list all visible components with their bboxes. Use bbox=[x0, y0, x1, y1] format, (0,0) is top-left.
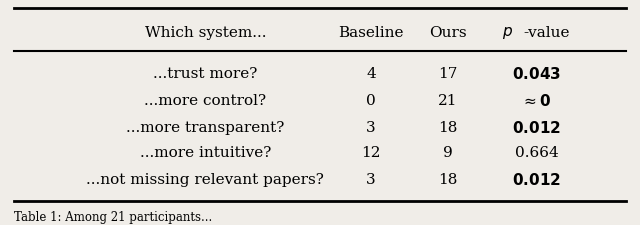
Text: ...more intuitive?: ...more intuitive? bbox=[140, 146, 271, 160]
Text: Which system...: Which system... bbox=[145, 25, 266, 40]
Text: $\mathbf{0.012}$: $\mathbf{0.012}$ bbox=[512, 172, 561, 188]
Text: $p$: $p$ bbox=[502, 25, 513, 40]
Text: 17: 17 bbox=[438, 67, 457, 81]
Text: Table 1: Among 21 participants...: Table 1: Among 21 participants... bbox=[14, 211, 212, 224]
Text: $\approx\mathbf{0}$: $\approx\mathbf{0}$ bbox=[522, 93, 552, 109]
Text: 3: 3 bbox=[366, 121, 376, 135]
Text: 3: 3 bbox=[366, 173, 376, 187]
Text: Baseline: Baseline bbox=[338, 25, 404, 40]
Text: $\mathbf{0.012}$: $\mathbf{0.012}$ bbox=[512, 120, 561, 136]
Text: 18: 18 bbox=[438, 121, 457, 135]
Text: $\mathbf{0.043}$: $\mathbf{0.043}$ bbox=[512, 66, 561, 82]
Text: 18: 18 bbox=[438, 173, 457, 187]
Text: ...more transparent?: ...more transparent? bbox=[126, 121, 285, 135]
Text: Ours: Ours bbox=[429, 25, 467, 40]
Text: 0: 0 bbox=[366, 94, 376, 108]
Text: 12: 12 bbox=[361, 146, 381, 160]
Text: ...more control?: ...more control? bbox=[144, 94, 266, 108]
Text: 21: 21 bbox=[438, 94, 457, 108]
Text: 0.664: 0.664 bbox=[515, 146, 559, 160]
Text: ...trust more?: ...trust more? bbox=[153, 67, 257, 81]
Text: 4: 4 bbox=[366, 67, 376, 81]
Text: -value: -value bbox=[523, 25, 570, 40]
Text: ...not missing relevant papers?: ...not missing relevant papers? bbox=[86, 173, 324, 187]
Text: 9: 9 bbox=[443, 146, 452, 160]
